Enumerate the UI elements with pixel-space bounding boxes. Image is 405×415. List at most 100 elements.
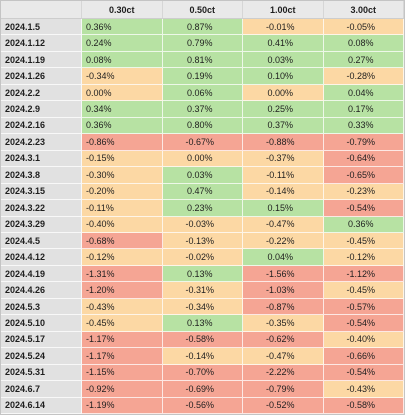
value-cell: -0.58%: [162, 331, 243, 349]
value-cell: -1.19%: [82, 397, 163, 414]
value-cell: 0.03%: [243, 51, 324, 69]
value-cell: -0.14%: [243, 183, 324, 201]
value-cell: -0.87%: [243, 298, 324, 316]
row-label-date: 2024.2.2: [1, 84, 82, 102]
value-cell: 0.80%: [162, 117, 243, 135]
value-cell: -0.54%: [323, 200, 404, 217]
value-cell: -0.12%: [323, 249, 404, 266]
value-cell: 0.36%: [82, 19, 163, 36]
header-corner-cell: [1, 1, 82, 19]
column-header: 3.00ct: [323, 1, 404, 19]
row-label-date: 2024.5.31: [1, 364, 82, 382]
row-label-date: 2024.2.23: [1, 134, 82, 151]
row-label-date: 2024.3.29: [1, 216, 82, 233]
value-cell: -0.52%: [243, 397, 324, 414]
value-cell: -0.62%: [243, 331, 324, 349]
column-header: 1.00ct: [243, 1, 324, 19]
value-cell: 0.36%: [82, 117, 163, 135]
row-label-date: 2024.1.5: [1, 19, 82, 36]
value-cell: -0.45%: [323, 232, 404, 250]
value-cell: -0.70%: [162, 364, 243, 382]
value-cell: -0.12%: [82, 249, 163, 266]
value-cell: 0.79%: [162, 35, 243, 52]
value-cell: -0.35%: [243, 315, 324, 332]
value-cell: -0.05%: [323, 19, 404, 36]
value-cell: -0.88%: [243, 134, 324, 151]
row-label-date: 2024.3.15: [1, 183, 82, 201]
value-cell: -0.40%: [82, 216, 163, 233]
value-cell: -0.20%: [82, 183, 163, 201]
value-cell: -1.17%: [82, 331, 163, 349]
value-cell: 0.00%: [243, 84, 324, 102]
value-cell: 0.00%: [82, 84, 163, 102]
row-label-date: 2024.5.17: [1, 331, 82, 349]
row-label-date: 2024.2.9: [1, 101, 82, 118]
value-cell: -0.47%: [243, 216, 324, 233]
row-label-date: 2024.5.3: [1, 298, 82, 316]
row-label-date: 2024.1.12: [1, 35, 82, 52]
value-cell: 0.00%: [162, 150, 243, 168]
row-label-date: 2024.3.8: [1, 167, 82, 184]
value-cell: -0.79%: [243, 381, 324, 398]
value-cell: -0.56%: [162, 397, 243, 414]
value-cell: -0.03%: [162, 216, 243, 233]
value-cell: -0.86%: [82, 134, 163, 151]
row-label-date: 2024.4.26: [1, 282, 82, 299]
value-cell: -0.66%: [323, 348, 404, 365]
value-cell: 0.17%: [323, 101, 404, 118]
value-cell: 0.27%: [323, 51, 404, 69]
value-cell: -0.31%: [162, 282, 243, 299]
value-cell: -0.68%: [82, 232, 163, 250]
value-cell: 0.04%: [243, 249, 324, 266]
value-cell: -0.11%: [243, 167, 324, 184]
value-cell: -0.45%: [82, 315, 163, 332]
value-cell: 0.34%: [82, 101, 163, 118]
value-cell: -0.02%: [162, 249, 243, 266]
value-cell: -0.45%: [323, 282, 404, 299]
value-cell: -0.11%: [82, 200, 163, 217]
value-cell: 0.36%: [323, 216, 404, 233]
row-label-date: 2024.6.14: [1, 397, 82, 414]
value-cell: 0.87%: [162, 19, 243, 36]
row-label-date: 2024.1.19: [1, 51, 82, 69]
row-label-date: 2024.4.19: [1, 265, 82, 283]
value-cell: 0.47%: [162, 183, 243, 201]
value-cell: -0.22%: [243, 232, 324, 250]
value-cell: -0.15%: [82, 150, 163, 168]
value-cell: -0.58%: [323, 397, 404, 414]
value-cell: -0.79%: [323, 134, 404, 151]
value-cell: -0.69%: [162, 381, 243, 398]
value-cell: 0.25%: [243, 101, 324, 118]
value-cell: -2.22%: [243, 364, 324, 382]
row-label-date: 2024.3.22: [1, 200, 82, 217]
value-cell: -0.65%: [323, 167, 404, 184]
value-cell: -0.14%: [162, 348, 243, 365]
value-cell: 0.08%: [82, 51, 163, 69]
value-cell: -0.43%: [323, 381, 404, 398]
value-cell: -0.92%: [82, 381, 163, 398]
row-label-date: 2024.5.10: [1, 315, 82, 332]
value-cell: -0.13%: [162, 232, 243, 250]
value-cell: 0.13%: [162, 315, 243, 332]
value-cell: 0.04%: [323, 84, 404, 102]
value-cell: -1.31%: [82, 265, 163, 283]
row-label-date: 2024.4.5: [1, 232, 82, 250]
row-label-date: 2024.2.16: [1, 117, 82, 135]
value-cell: -1.56%: [243, 265, 324, 283]
row-label-date: 2024.5.24: [1, 348, 82, 365]
value-cell: -0.28%: [323, 68, 404, 85]
value-cell: -0.67%: [162, 134, 243, 151]
value-cell: 0.81%: [162, 51, 243, 69]
value-cell: 0.41%: [243, 35, 324, 52]
value-cell: 0.10%: [243, 68, 324, 85]
value-cell: 0.33%: [323, 117, 404, 135]
value-cell: -0.57%: [323, 298, 404, 316]
row-label-date: 2024.4.12: [1, 249, 82, 266]
value-cell: -0.30%: [82, 167, 163, 184]
value-cell: 0.03%: [162, 167, 243, 184]
value-cell: -0.54%: [323, 315, 404, 332]
value-cell: -0.37%: [243, 150, 324, 168]
row-label-date: 2024.3.1: [1, 150, 82, 168]
value-cell: -0.64%: [323, 150, 404, 168]
column-header: 0.50ct: [162, 1, 243, 19]
